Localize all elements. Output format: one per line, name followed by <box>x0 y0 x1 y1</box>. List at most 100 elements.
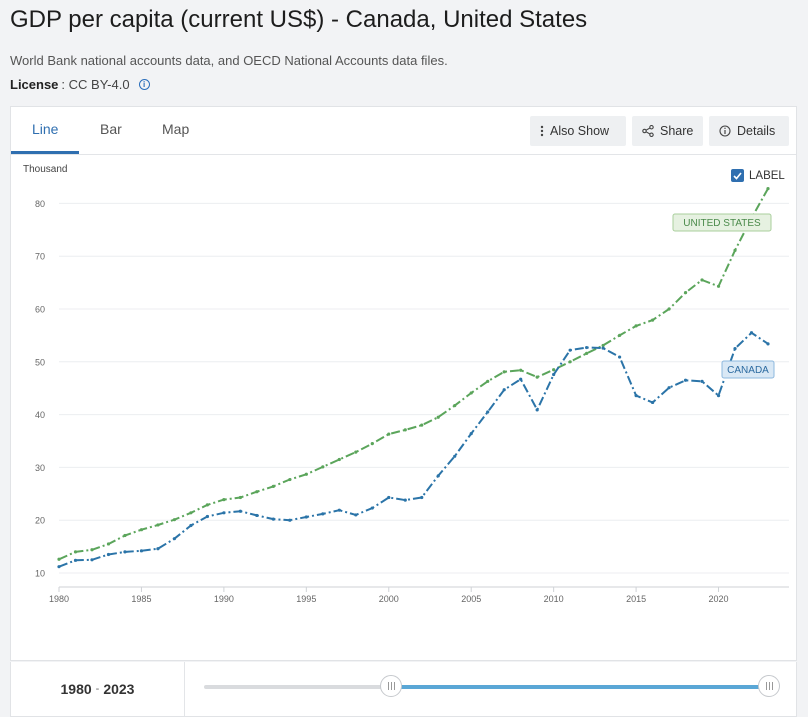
x-tick-label: 1995 <box>296 594 316 604</box>
data-point <box>73 550 78 554</box>
data-point <box>519 368 523 372</box>
data-point <box>337 508 341 512</box>
data-point <box>749 331 754 335</box>
data-point <box>650 318 655 322</box>
data-point <box>172 518 177 522</box>
data-point <box>667 307 671 311</box>
slider-end-handle[interactable] <box>758 675 780 697</box>
data-point <box>420 423 424 427</box>
data-point <box>585 345 589 350</box>
data-point <box>304 515 308 519</box>
tab-bar: Line Bar Map Also Show Share Details <box>11 107 796 155</box>
data-point <box>552 368 556 372</box>
data-point <box>106 542 111 546</box>
data-point <box>733 347 737 351</box>
data-point <box>502 370 506 374</box>
data-point <box>222 498 226 502</box>
line-chart: 10 20 30 40 50 60 70 80 1980 1985 1990 1995 2000 2005… <box>35 187 789 604</box>
page-title: GDP per capita (current US$) - Canada, U… <box>10 6 588 33</box>
range-separator: - <box>95 683 100 695</box>
slider-start-handle[interactable] <box>380 675 402 697</box>
data-point <box>535 375 539 379</box>
data-point <box>700 379 704 383</box>
data-point <box>57 557 61 561</box>
active-tab-indicator <box>11 151 79 154</box>
data-point <box>387 495 391 500</box>
data-point <box>189 523 193 528</box>
x-tick-label: 2005 <box>461 594 481 604</box>
data-point <box>255 490 259 494</box>
data-point <box>700 278 704 282</box>
series-line-canada <box>58 331 769 568</box>
data-point <box>57 565 61 569</box>
data-point <box>370 506 374 510</box>
data-point <box>238 509 242 513</box>
data-point <box>650 400 655 405</box>
label-toggle-text: LABEL <box>749 169 785 182</box>
data-point <box>453 454 457 458</box>
data-point <box>618 355 622 359</box>
data-point <box>172 537 177 541</box>
y-tick-label: 10 <box>35 569 45 579</box>
data-point <box>271 484 275 489</box>
share-label: Share <box>660 124 694 138</box>
data-point <box>469 391 473 395</box>
data-point <box>123 533 127 538</box>
data-point <box>222 511 226 515</box>
data-point <box>156 547 160 551</box>
x-tick-label: 2000 <box>379 594 399 604</box>
license-label: License <box>10 77 59 92</box>
data-point <box>453 404 457 408</box>
also-show-label: Also Show <box>550 124 610 138</box>
series-label: UNITED STATES <box>683 218 761 229</box>
data-point <box>469 432 473 436</box>
data-point <box>90 548 94 552</box>
data-point <box>288 477 292 482</box>
details-button[interactable]: Details <box>709 116 789 146</box>
data-point <box>766 342 770 346</box>
share-button[interactable]: Share <box>632 116 703 146</box>
series-label-box <box>721 360 775 379</box>
x-tick-label: 1990 <box>214 594 234 604</box>
data-point <box>403 428 407 432</box>
data-point <box>436 415 440 419</box>
data-point <box>73 558 78 562</box>
tab-map[interactable]: Map <box>162 121 190 137</box>
data-point <box>585 351 589 355</box>
data-point <box>139 528 144 532</box>
data-point <box>733 248 737 252</box>
data-point <box>370 442 374 446</box>
data-point <box>502 388 506 392</box>
data-point <box>618 333 622 337</box>
also-show-button[interactable]: Also Show <box>530 116 626 146</box>
label-toggle[interactable]: LABEL <box>731 169 785 182</box>
chart-panel: Line Bar Map Also Show Share Details Tho… <box>10 106 797 661</box>
time-range-bar: 1980 - 2023 <box>10 662 797 717</box>
data-point <box>601 343 605 348</box>
data-point <box>766 187 770 191</box>
slider-selected-range <box>391 685 769 689</box>
info-icon[interactable]: i <box>138 79 150 90</box>
series-label: CANADA <box>727 365 769 376</box>
tab-line[interactable]: Line <box>32 121 59 137</box>
data-point <box>354 513 358 517</box>
y-axis-unit: Thousand <box>23 164 68 175</box>
data-point <box>716 284 721 288</box>
y-tick-label: 50 <box>35 357 45 367</box>
range-start: 1980 <box>60 681 92 697</box>
y-tick-label: 60 <box>35 305 45 315</box>
data-point <box>156 523 160 527</box>
checkbox-icon[interactable] <box>731 169 744 182</box>
range-end: 2023 <box>103 681 135 697</box>
x-tick-label: 1980 <box>49 594 69 604</box>
data-point <box>683 378 688 382</box>
data-point <box>667 386 671 390</box>
y-tick-label: 80 <box>35 199 45 209</box>
y-tick-label: 30 <box>35 463 45 473</box>
data-point <box>139 549 144 553</box>
info-circle-icon <box>719 125 731 137</box>
data-point <box>568 348 572 352</box>
data-point <box>337 457 341 462</box>
tab-bar-chart[interactable]: Bar <box>100 121 122 137</box>
more-vertical-icon <box>540 125 544 137</box>
